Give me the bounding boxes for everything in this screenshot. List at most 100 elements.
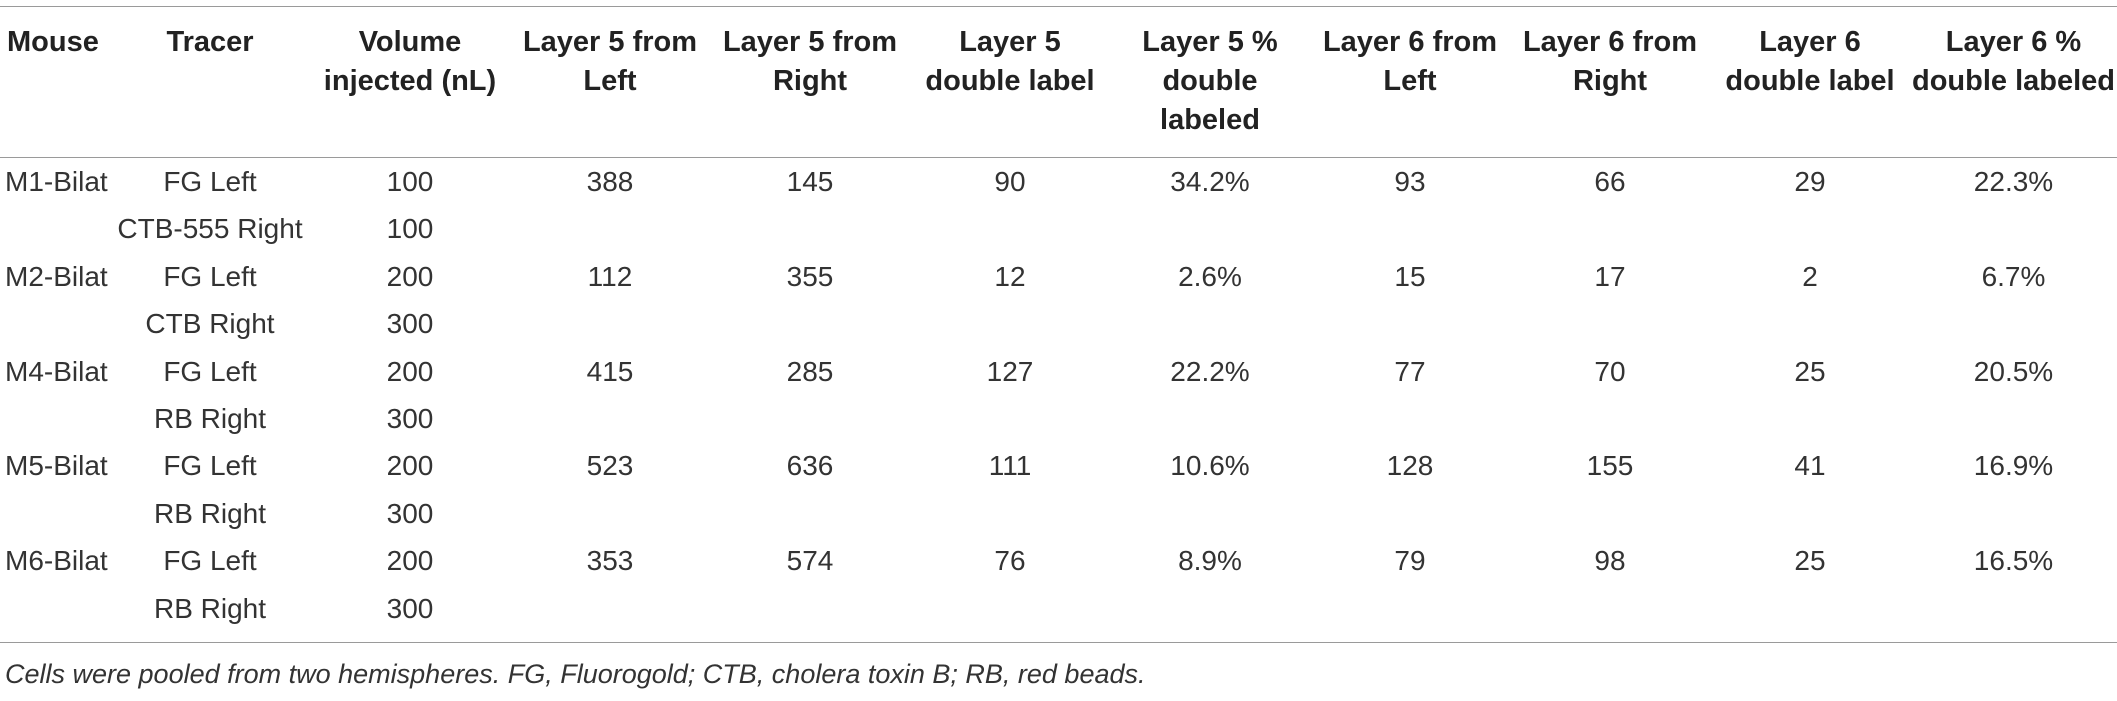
cell-l5-right — [710, 395, 910, 442]
cell-l6-left: 77 — [1394, 355, 1426, 387]
cell-l5-percent: 22.2% — [1170, 355, 1250, 387]
cell-l5-percent: 8.9% — [1178, 545, 1242, 577]
cell-l5-left — [510, 490, 710, 537]
cell-l5-left — [510, 585, 710, 632]
cell-l5-right: 145 — [786, 166, 834, 197]
cell-mouse — [0, 205, 110, 252]
cell-l5-percent: 2.6% — [1178, 260, 1242, 292]
cell-l6-double: 25 — [1794, 355, 1826, 387]
cell-l6-right: 155 — [1586, 450, 1634, 482]
table-footnote: Cells were pooled from two hemispheres. … — [5, 659, 1146, 689]
cell-tracer: RB Right — [153, 403, 267, 435]
header-l5-double: Layer 5 double label — [925, 26, 1095, 97]
cell-l5-percent: 34.2% — [1170, 166, 1250, 197]
cell-l5-right: 355 — [786, 260, 834, 292]
header-l5-left: Layer 5 from Left — [522, 26, 698, 97]
table-row: CTB Right 300 — [0, 300, 2117, 347]
table-row: RB Right 300 — [0, 490, 2117, 537]
spacer-cell — [710, 632, 910, 643]
header-volume: Volume injected (nL) — [323, 26, 497, 97]
cell-l5-right — [710, 490, 910, 537]
cell-volume: 100 — [386, 213, 434, 245]
cell-l5-percent — [1110, 585, 1310, 632]
cell-volume: 300 — [386, 308, 434, 340]
cell-l5-left: 415 — [586, 355, 634, 387]
cell-l6-percent: 6.7% — [1981, 260, 2046, 292]
cell-mouse: M4-Bilat — [5, 355, 108, 387]
table-row: RB Right 300 — [0, 585, 2117, 632]
spacer-cell — [0, 632, 110, 643]
cell-mouse — [0, 490, 110, 537]
spacer-cell — [1710, 632, 1910, 643]
cell-l5-left: 112 — [587, 260, 633, 292]
spacer-cell — [1310, 632, 1510, 643]
cell-l6-double — [1710, 585, 1910, 632]
cell-l6-left — [1310, 395, 1510, 442]
cell-tracer: CTB-555 Right — [117, 213, 303, 245]
cell-l6-left: 128 — [1386, 450, 1434, 482]
cell-l5-double: 111 — [988, 450, 1032, 482]
cell-l6-percent — [1910, 300, 2117, 347]
cell-mouse — [0, 585, 110, 632]
cell-tracer: CTB Right — [145, 308, 275, 340]
cell-l5-percent — [1110, 300, 1310, 347]
cell-tracer: FG Left — [163, 355, 257, 387]
cell-l6-left: 93 — [1394, 166, 1426, 197]
cell-l6-right — [1510, 395, 1710, 442]
cell-l5-double — [910, 205, 1110, 252]
cell-l5-double: 90 — [994, 166, 1026, 197]
cell-l5-double — [910, 490, 1110, 537]
cell-l5-right — [710, 585, 910, 632]
cell-l6-double — [1710, 395, 1910, 442]
cell-volume: 100 — [386, 166, 434, 197]
cell-l5-percent — [1110, 395, 1310, 442]
cell-l6-left — [1310, 300, 1510, 347]
cell-l5-double — [910, 300, 1110, 347]
data-table: Mouse Tracer Volume injected (nL) Layer … — [0, 6, 2117, 643]
cell-l5-left — [510, 395, 710, 442]
table-row: M1-Bilat FG Left 100 388 145 90 34.2% 93 66 29 22.… — [0, 158, 2117, 206]
table-body: M1-Bilat FG Left 100 388 145 90 34.2% 93 66 29 22.… — [0, 158, 2117, 643]
header-mouse: Mouse — [7, 26, 99, 58]
cell-volume: 200 — [386, 450, 434, 482]
cell-mouse — [0, 395, 110, 442]
header-l5-right: Layer 5 from Right — [722, 26, 898, 97]
cell-tracer: FG Left — [163, 450, 257, 482]
cell-l6-percent: 20.5% — [1973, 355, 2054, 387]
cell-l6-left: 15 — [1394, 260, 1426, 292]
cell-l6-percent — [1910, 585, 2117, 632]
table-row: M4-Bilat FG Left 200 415 285 127 22.2% 77 70 25 20… — [0, 348, 2117, 395]
cell-l6-right — [1510, 585, 1710, 632]
cell-volume: 300 — [386, 497, 434, 529]
cell-mouse — [0, 300, 110, 347]
header-l6-right: Layer 6 from Right — [1522, 26, 1698, 97]
cell-tracer: RB Right — [153, 592, 267, 624]
spacer-cell — [110, 632, 310, 643]
cell-l6-right — [1510, 205, 1710, 252]
cell-mouse: M5-Bilat — [5, 450, 108, 482]
cell-l6-double: 41 — [1794, 450, 1826, 482]
cell-l5-double: 76 — [994, 545, 1026, 577]
cell-l6-right — [1510, 300, 1710, 347]
table-row: CTB-555 Right 100 — [0, 205, 2117, 252]
cell-volume: 300 — [386, 592, 434, 624]
cell-l5-right: 285 — [786, 355, 834, 387]
cell-l6-double — [1710, 490, 1910, 537]
cell-l5-right: 574 — [786, 545, 834, 577]
spacer-cell — [1910, 632, 2117, 643]
cell-l5-left — [510, 205, 710, 252]
cell-tracer: FG Left — [163, 166, 257, 197]
cell-l5-left: 353 — [586, 545, 634, 577]
header-row: Mouse Tracer Volume injected (nL) Layer … — [0, 6, 2117, 158]
table-row: M6-Bilat FG Left 200 353 574 76 8.9% 79 98 25 16.5… — [0, 537, 2117, 584]
cell-l6-left: 79 — [1394, 545, 1426, 577]
spacer-cell — [310, 632, 510, 643]
cell-l6-left — [1310, 490, 1510, 537]
cell-l5-double: 127 — [986, 355, 1034, 387]
header-tracer: Tracer — [166, 26, 254, 58]
cell-l5-right: 636 — [786, 450, 834, 482]
cell-l5-percent — [1110, 490, 1310, 537]
spacer-cell — [1510, 632, 1710, 643]
cell-l6-double — [1710, 300, 1910, 347]
